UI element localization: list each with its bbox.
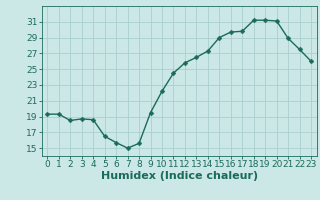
X-axis label: Humidex (Indice chaleur): Humidex (Indice chaleur) <box>100 171 258 181</box>
